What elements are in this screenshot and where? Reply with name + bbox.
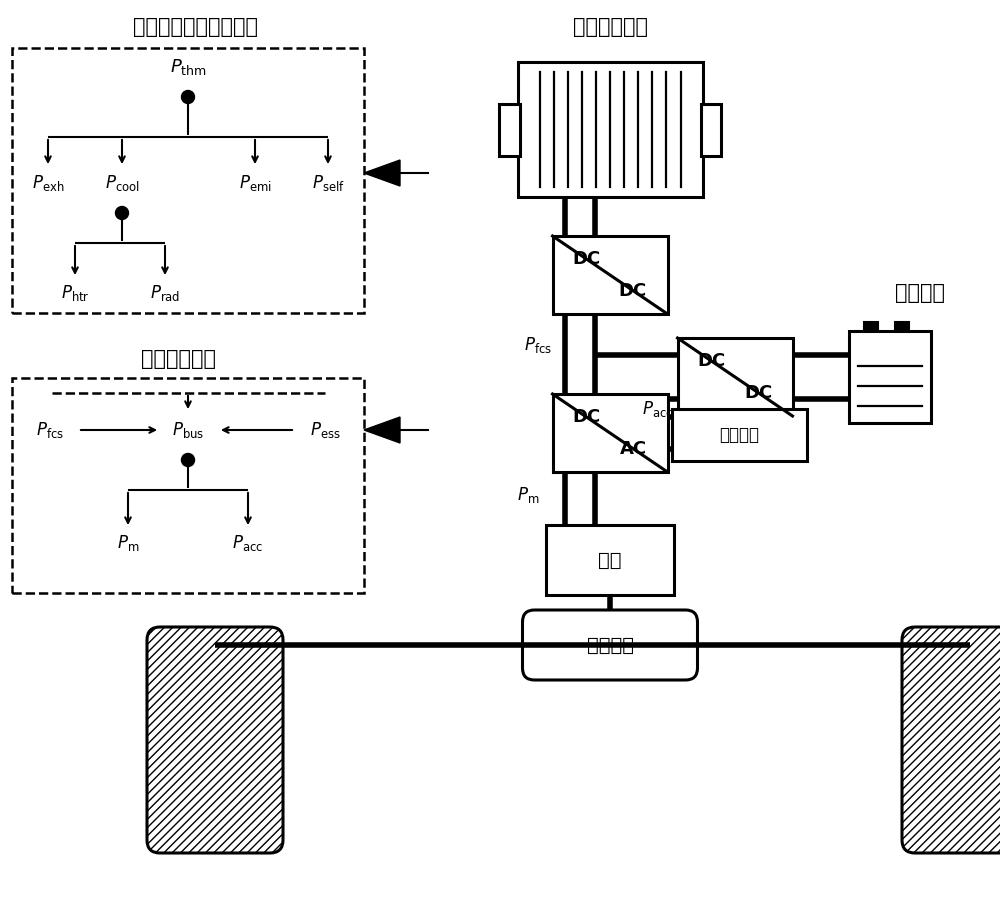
Bar xyxy=(552,236,668,314)
Bar xyxy=(864,322,878,331)
Text: DC: DC xyxy=(698,352,726,370)
Text: $P_{\mathrm{acc}}$: $P_{\mathrm{acc}}$ xyxy=(232,533,264,553)
Text: $P_{\mathrm{bus}}$: $P_{\mathrm{bus}}$ xyxy=(172,420,204,440)
FancyBboxPatch shape xyxy=(147,627,283,853)
FancyBboxPatch shape xyxy=(902,627,1000,853)
Bar xyxy=(12,48,364,313)
Polygon shape xyxy=(364,417,400,443)
Text: $P_{\mathrm{ess}}$: $P_{\mathrm{ess}}$ xyxy=(310,420,340,440)
Bar xyxy=(12,378,364,593)
Text: $P_{\mathrm{emi}}$: $P_{\mathrm{emi}}$ xyxy=(239,173,271,193)
Text: DC: DC xyxy=(573,408,601,426)
Bar xyxy=(895,322,909,331)
Text: $P_{\mathrm{self}}$: $P_{\mathrm{self}}$ xyxy=(312,173,344,193)
Bar xyxy=(499,104,520,156)
Text: 燃料电池系统: 燃料电池系统 xyxy=(572,17,648,37)
Text: 高压负载: 高压负载 xyxy=(720,426,760,444)
Bar xyxy=(546,525,674,595)
Text: DC: DC xyxy=(744,384,772,402)
Circle shape xyxy=(116,206,128,220)
Text: $P_{\mathrm{ess}}$: $P_{\mathrm{ess}}$ xyxy=(578,395,609,415)
Bar xyxy=(678,338,792,416)
Circle shape xyxy=(182,453,194,466)
Text: $P_{\mathrm{thm}}$: $P_{\mathrm{thm}}$ xyxy=(170,57,206,77)
Text: $P_{\mathrm{m}}$: $P_{\mathrm{m}}$ xyxy=(117,533,139,553)
Polygon shape xyxy=(364,160,400,186)
Bar xyxy=(672,409,807,461)
Text: DC: DC xyxy=(573,251,601,269)
Text: $P_{\mathrm{cool}}$: $P_{\mathrm{cool}}$ xyxy=(105,173,139,193)
Text: $P_{\mathrm{fcs}}$: $P_{\mathrm{fcs}}$ xyxy=(524,335,552,355)
Text: $P_{\mathrm{m}}$: $P_{\mathrm{m}}$ xyxy=(517,485,539,505)
Text: 主减速器: 主减速器 xyxy=(586,635,634,654)
Text: 总线电功率流: 总线电功率流 xyxy=(140,349,216,369)
Bar xyxy=(849,331,931,423)
Bar xyxy=(518,62,702,197)
Text: $P_{\mathrm{exh}}$: $P_{\mathrm{exh}}$ xyxy=(32,173,64,193)
Text: $P_{\mathrm{fcs}}$: $P_{\mathrm{fcs}}$ xyxy=(36,420,64,440)
Text: 电机: 电机 xyxy=(598,550,622,569)
Text: 燃料电池系统热功率流: 燃料电池系统热功率流 xyxy=(132,17,258,37)
FancyBboxPatch shape xyxy=(522,610,698,680)
Bar xyxy=(700,104,720,156)
Bar xyxy=(552,394,668,472)
Text: 动力电池: 动力电池 xyxy=(895,283,945,303)
Text: AC: AC xyxy=(619,440,647,458)
Text: $P_{\mathrm{rad}}$: $P_{\mathrm{rad}}$ xyxy=(150,283,180,303)
Text: $P_{\mathrm{htr}}$: $P_{\mathrm{htr}}$ xyxy=(61,283,89,303)
Text: DC: DC xyxy=(619,281,647,300)
Circle shape xyxy=(182,90,194,103)
Text: $P_{\mathrm{acc}}$: $P_{\mathrm{acc}}$ xyxy=(642,399,673,419)
